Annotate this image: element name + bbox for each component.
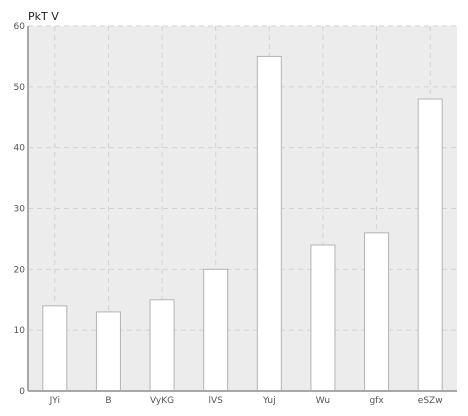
x-tick-labels: JYi B VyKG lVS Yuj Wu gfx eSZw — [49, 396, 443, 406]
x-tick-label: JYi — [49, 396, 60, 406]
x-tick-label: VyKG — [150, 396, 174, 406]
bar-VyKG — [149, 299, 175, 392]
y-tick-label: 60 — [14, 22, 26, 32]
y-axis-label: PkT V — [28, 10, 59, 23]
y-tick-label: 40 — [14, 144, 26, 154]
bar-eSZw — [417, 98, 443, 392]
bar-gfx — [364, 232, 390, 392]
y-tick-labels: 0 10 20 30 40 50 60 — [14, 22, 26, 397]
y-tick-label: 50 — [14, 83, 26, 93]
bar-JYi — [42, 305, 68, 392]
bar-B — [95, 311, 121, 392]
x-tick-label: lVS — [209, 396, 224, 406]
x-tick-label: gfx — [369, 396, 384, 406]
x-tick-label: B — [105, 396, 111, 406]
bar-Wu — [310, 244, 336, 392]
x-tick-label: Wu — [316, 396, 330, 406]
x-tick-label: Yuj — [262, 396, 276, 406]
bar-Yuj — [256, 55, 282, 392]
x-tick-label: eSZw — [418, 396, 443, 406]
y-tick-label: 30 — [14, 205, 26, 215]
bar-lVS — [203, 268, 229, 392]
y-tick-label: 20 — [14, 265, 26, 275]
y-tick-label: 0 — [19, 387, 25, 397]
y-tick-label: 10 — [14, 326, 26, 336]
